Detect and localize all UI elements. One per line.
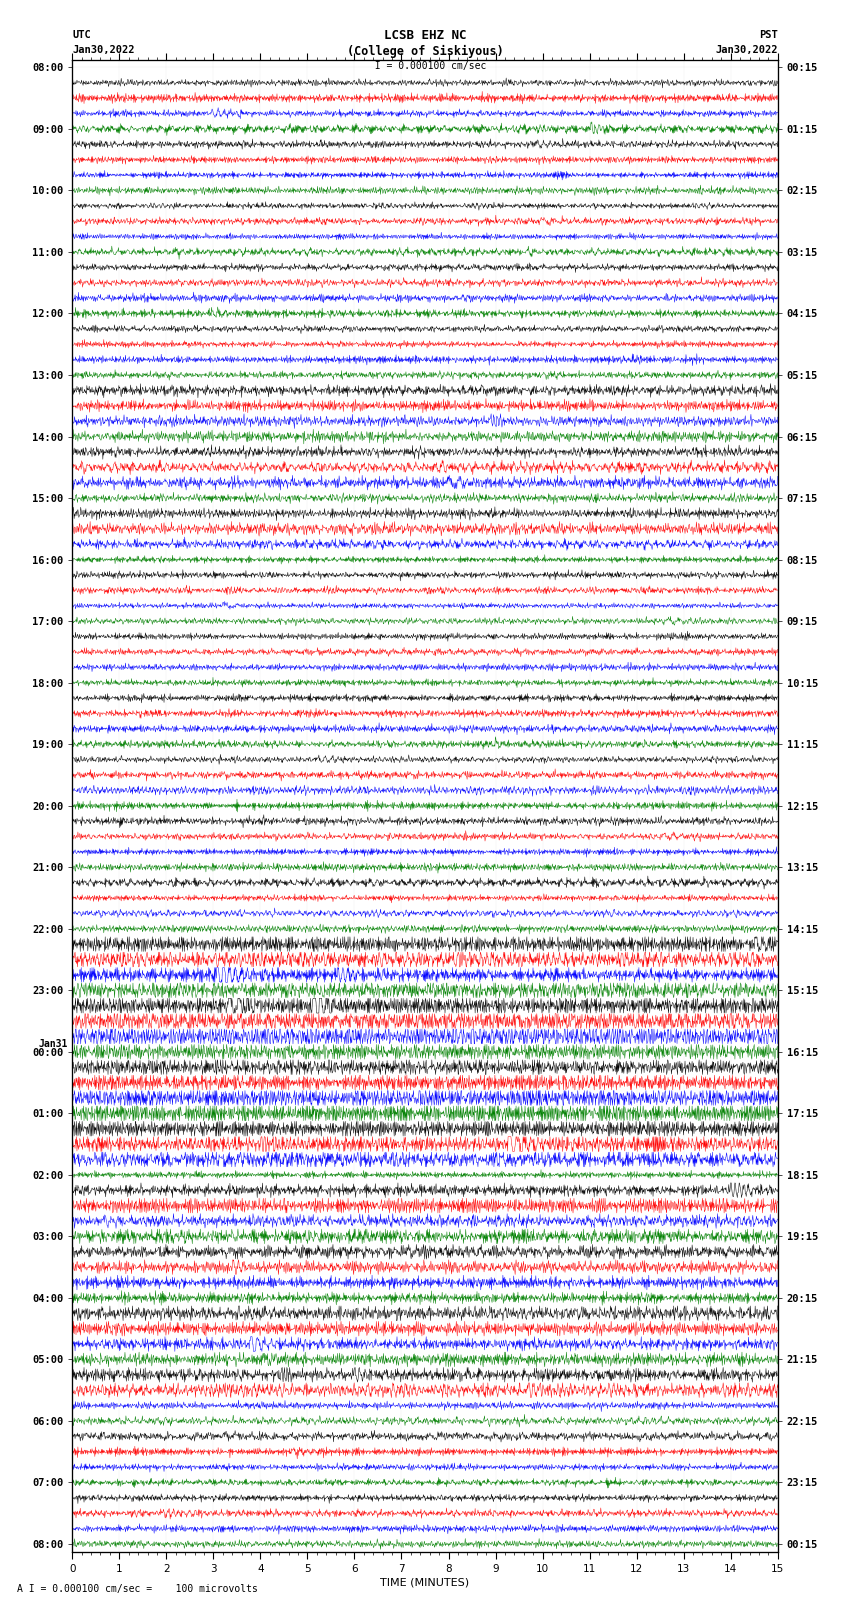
Text: LCSB EHZ NC: LCSB EHZ NC — [383, 29, 467, 42]
X-axis label: TIME (MINUTES): TIME (MINUTES) — [381, 1578, 469, 1587]
Text: Jan31: Jan31 — [38, 1039, 68, 1048]
Text: I = 0.000100 cm/sec: I = 0.000100 cm/sec — [363, 61, 487, 71]
Text: Jan30,2022: Jan30,2022 — [715, 45, 778, 55]
Text: (College of Siskiyous): (College of Siskiyous) — [347, 45, 503, 58]
Text: UTC: UTC — [72, 31, 91, 40]
Text: A I = 0.000100 cm/sec =    100 microvolts: A I = 0.000100 cm/sec = 100 microvolts — [17, 1584, 258, 1594]
Text: Jan30,2022: Jan30,2022 — [72, 45, 135, 55]
Text: PST: PST — [759, 31, 778, 40]
